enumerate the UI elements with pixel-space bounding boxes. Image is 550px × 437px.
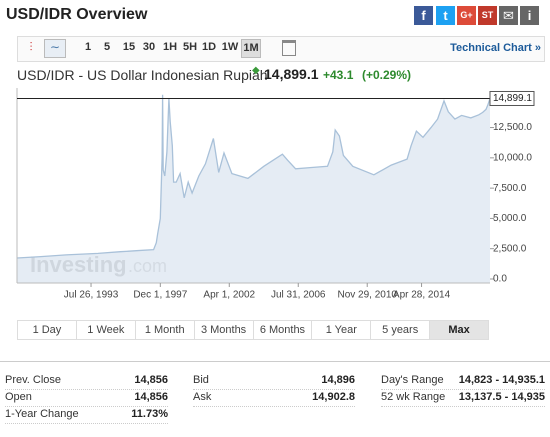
stat-label: Prev. Close [5, 374, 62, 386]
range-button[interactable]: Max [429, 320, 489, 340]
y-tick-label: 5,000.0 [493, 213, 527, 224]
share-icon[interactable]: t [436, 6, 455, 25]
price-label: 14,899.1 [493, 93, 532, 104]
stat-value: 13,137.5 - 14,935 [458, 391, 545, 403]
interval-button[interactable]: 1H [162, 41, 178, 53]
stat-value: 14,856 [134, 374, 168, 386]
page-title: USD/IDR Overview [6, 6, 148, 23]
mail-icon[interactable]: ✉ [499, 6, 518, 25]
interval-button[interactable]: 30 [142, 41, 156, 53]
y-tick-label: 7,500.0 [493, 183, 527, 194]
x-tick-label: Apr 1, 2002 [203, 290, 255, 301]
stat-value: 11.73% [131, 408, 168, 420]
range-button[interactable]: 3 Months [193, 320, 254, 340]
row-separator [381, 389, 545, 390]
y-tick-label: 12,500.0 [493, 122, 532, 133]
x-tick-label: Jul 26, 1993 [64, 290, 119, 301]
settings-icon[interactable] [282, 40, 296, 56]
stat-label: Bid [193, 374, 209, 386]
row-separator [193, 389, 355, 390]
chart-type-icon[interactable]: ∼ [44, 39, 66, 58]
last-price: 14,899.1 [264, 66, 319, 82]
stat-label: Open [5, 391, 32, 403]
stat-label: Day's Range [381, 374, 444, 386]
stat-value: 14,902.8 [312, 391, 355, 403]
row-separator [5, 406, 168, 407]
area-line [16, 94, 491, 259]
price-box [489, 90, 535, 106]
divider [0, 361, 550, 362]
x-tick-label: Nov 29, 2010 [337, 290, 397, 301]
share-icon[interactable]: G+ [457, 6, 476, 25]
range-button[interactable]: 1 Month [134, 320, 195, 340]
interval-button[interactable]: 1 [84, 41, 92, 53]
stat-label: 1-Year Change [5, 408, 79, 420]
range-button[interactable]: 6 Months [252, 320, 313, 340]
row-separator [193, 406, 355, 407]
technical-chart-link[interactable]: Technical Chart » [450, 42, 541, 54]
row-separator [5, 389, 168, 390]
row-separator [381, 406, 545, 407]
x-tick-label: Jul 31, 2006 [271, 290, 326, 301]
interval-button[interactable]: 5 [103, 41, 111, 53]
interval-button[interactable]: 1D [201, 41, 217, 53]
stat-label: Ask [193, 391, 212, 403]
range-button[interactable]: 1 Day [17, 320, 77, 340]
row-separator [5, 423, 168, 424]
area-fill [17, 94, 490, 283]
interval-button[interactable]: 15 [122, 41, 136, 53]
y-tick-label: 2,500.0 [493, 243, 527, 254]
interval-button[interactable]: 5H [182, 41, 198, 53]
share-icon[interactable]: i [520, 6, 539, 25]
stat-value: 14,896 [321, 374, 355, 386]
share-icon[interactable]: ST [478, 6, 497, 25]
change: +43.1 [323, 68, 354, 82]
instrument-name: USD/IDR - US Dollar Indonesian Rupiah [17, 67, 268, 83]
toolbar [17, 36, 545, 62]
share-icon[interactable]: f [414, 6, 433, 25]
stat-label: 52 wk Range [381, 391, 446, 403]
stat-value: 14,856 [134, 391, 168, 403]
y-tick-label: 10,000.0 [493, 152, 532, 163]
stat-value: 14,823 - 14,935.1 [458, 374, 545, 386]
interval-button[interactable]: 1M [241, 39, 261, 58]
chart: Investing.com12,500.010,000.07,500.05,00… [16, 88, 535, 301]
x-tick-label: Apr 28, 2014 [393, 290, 451, 301]
range-button[interactable]: 1 Week [75, 320, 136, 340]
range-button[interactable]: 1 Year [311, 320, 372, 340]
y-tick-label: 0.0 [493, 274, 507, 285]
range-button[interactable]: 5 years [370, 320, 431, 340]
up-arrow: ◆ [252, 65, 260, 76]
x-tick-label: Dec 1, 1997 [133, 290, 187, 301]
chart-type-icon[interactable]: ⫶ [29, 40, 33, 54]
interval-button[interactable]: 1W [221, 41, 239, 53]
change-percent: (+0.29%) [362, 68, 412, 82]
